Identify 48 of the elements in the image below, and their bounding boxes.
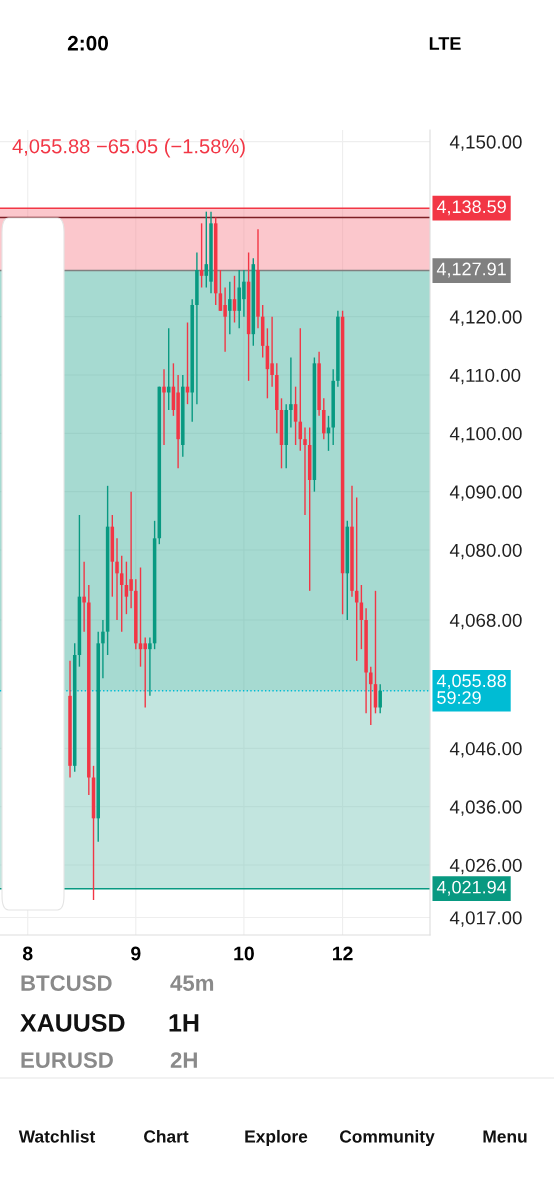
text: Community [339,1129,435,1147]
text: 1H [169,1014,199,1032]
y-tick-label: 4,017.00 [449,911,522,927]
ref-line-label: 4,127.91 [436,262,506,278]
text: Chart [144,1129,189,1143]
candlestick [223,286,227,353]
ref-line-label: 4,055.88 59:29 [436,674,506,704]
candlestick [378,683,382,715]
y-tick-label: 4,100.00 [449,427,522,443]
candlestick [322,397,326,440]
candlestick [115,537,119,621]
candlestick [143,636,147,709]
text: 45m [170,975,214,991]
y-tick-label: 4,150.00 [449,135,522,151]
y-tick-label: 4,080.00 [449,543,522,560]
text: Watchlist [18,1129,96,1143]
candlestick [369,665,373,726]
candlestick [82,560,86,633]
x-tick-label: 12 [333,946,353,961]
y-tick-label: 4,120.00 [449,310,522,326]
y-tick-label: 4,068.00 [449,613,522,630]
x-tick-label: 8 [22,946,33,961]
ref-line-label: 4,138.59 [436,200,506,216]
candlestick [228,280,232,335]
candlestick [129,490,133,610]
y-tick-label: 4,036.00 [449,800,522,816]
text: 2H [170,1052,197,1068]
text: XAUUSD [20,1014,125,1032]
y-tick-label: 4,026.00 [449,858,522,875]
candlestick [101,619,105,680]
candlestick [162,368,166,446]
text: 2:00 [67,35,108,51]
text: BTCUSD [21,975,112,991]
candlestick [148,636,152,697]
candlestick [270,315,274,388]
x-tick-label: 9 [131,946,141,961]
y-tick-label: 4,090.00 [449,485,522,501]
y-tick-label: 4,110.00 [449,368,521,385]
text: Menu [483,1130,527,1143]
x-tick-label: 10 [234,946,254,961]
y-tick-label: 4,046.00 [449,742,522,758]
text: EURUSD [21,1052,113,1068]
chart-title: 4,055.88 −65.05 (−1.58%) [12,138,245,158]
text: Explore [245,1129,308,1147]
candlestick [289,356,293,429]
text: LTE [429,37,461,50]
ref-line-label: 4,021.94 [436,880,507,896]
candlestick [303,426,307,516]
